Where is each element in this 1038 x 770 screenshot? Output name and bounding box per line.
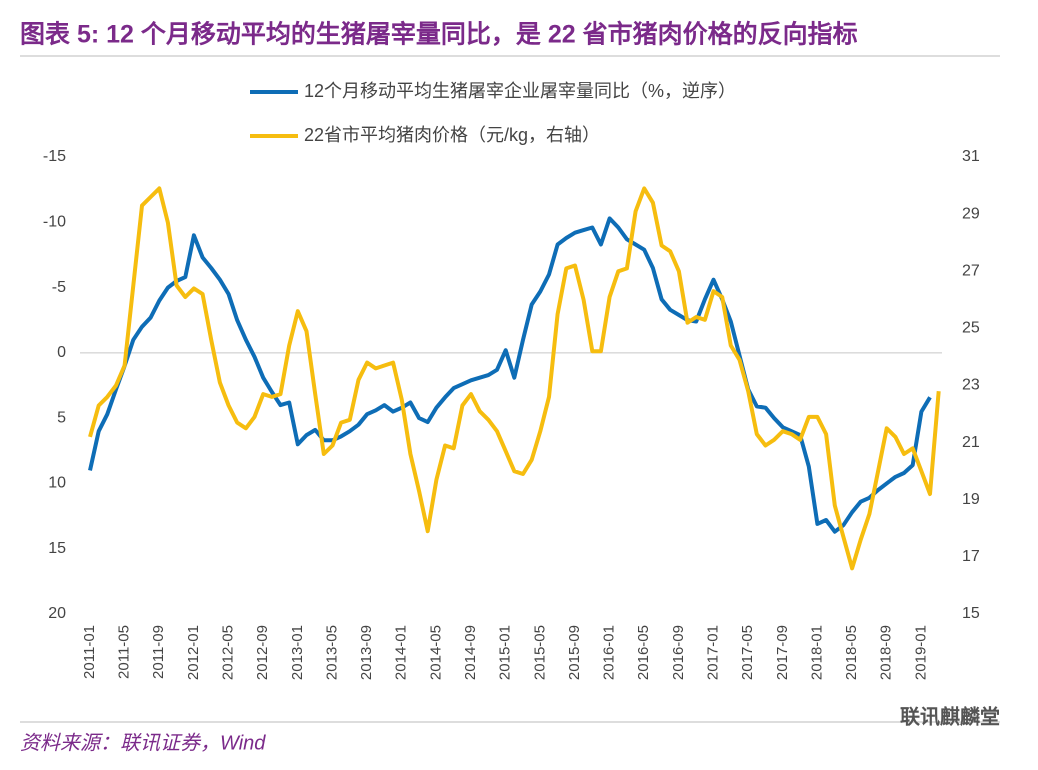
x-tick-label: 2015-05 — [531, 625, 548, 680]
x-tick-label: 2014-09 — [462, 625, 479, 680]
y-tick-label: 15 — [48, 540, 66, 557]
y2-tick-label: 19 — [962, 491, 980, 508]
y2-tick-label: 29 — [962, 205, 980, 222]
y2-tick-label: 27 — [962, 262, 980, 279]
x-tick-label: 2017-01 — [704, 625, 721, 680]
x-tick-label: 2016-01 — [601, 625, 618, 680]
x-tick-label: 2018-05 — [843, 625, 860, 680]
x-tick-label: 2011-01 — [81, 625, 98, 679]
legend-label: 12个月移动平均生猪屠宰企业屠宰量同比（%，逆序） — [304, 81, 736, 101]
y-tick-label: 0 — [57, 344, 66, 361]
y2-tick-label: 15 — [962, 605, 980, 622]
chart-title: 图表 5: 12 个月移动平均的生猪屠宰量同比，是 22 省市猪肉价格的反向指标 — [20, 20, 858, 49]
x-tick-label: 2018-01 — [808, 625, 825, 680]
y2-tick-label: 31 — [962, 148, 980, 165]
y-tick-label: 10 — [48, 475, 66, 492]
y-tick-label: -15 — [43, 148, 66, 165]
x-tick-label: 2011-09 — [150, 625, 167, 679]
y2-tick-label: 21 — [962, 434, 980, 451]
x-tick-label: 2013-05 — [323, 625, 340, 680]
x-tick-label: 2017-09 — [774, 625, 791, 680]
y-tick-label: -10 — [43, 214, 66, 231]
x-tick-label: 2013-01 — [289, 625, 306, 680]
x-tick-label: 2012-09 — [254, 625, 271, 680]
x-tick-label: 2012-01 — [185, 625, 202, 680]
y2-tick-label: 17 — [962, 548, 980, 565]
y-tick-label: 5 — [57, 409, 66, 426]
x-tick-label: 2013-09 — [358, 625, 375, 680]
x-tick-label: 2016-05 — [635, 625, 652, 680]
series-line — [88, 216, 932, 534]
legend-label: 22省市平均猪肉价格（元/kg，右轴） — [304, 125, 600, 145]
y-tick-label: -5 — [52, 279, 66, 296]
x-tick-label: 2015-09 — [566, 625, 583, 680]
y2-tick-label: 23 — [962, 377, 980, 394]
x-tick-label: 2016-09 — [670, 625, 687, 680]
x-tick-label: 2015-01 — [497, 625, 514, 680]
watermark: 联讯麒麟堂 — [900, 704, 1000, 728]
x-tick-label: 2019-01 — [912, 625, 929, 680]
x-tick-label: 2014-05 — [427, 625, 444, 680]
x-tick-label: 2011-05 — [116, 625, 133, 679]
x-tick-label: 2018-09 — [878, 625, 895, 680]
y-tick-label: 20 — [48, 605, 66, 622]
x-tick-label: 2012-05 — [220, 625, 237, 680]
x-tick-label: 2017-05 — [739, 625, 756, 680]
x-tick-label: 2014-01 — [393, 625, 410, 680]
source: 资料来源：联讯证券，Wind — [20, 732, 266, 754]
y2-tick-label: 25 — [962, 320, 980, 337]
series-line — [88, 186, 941, 571]
